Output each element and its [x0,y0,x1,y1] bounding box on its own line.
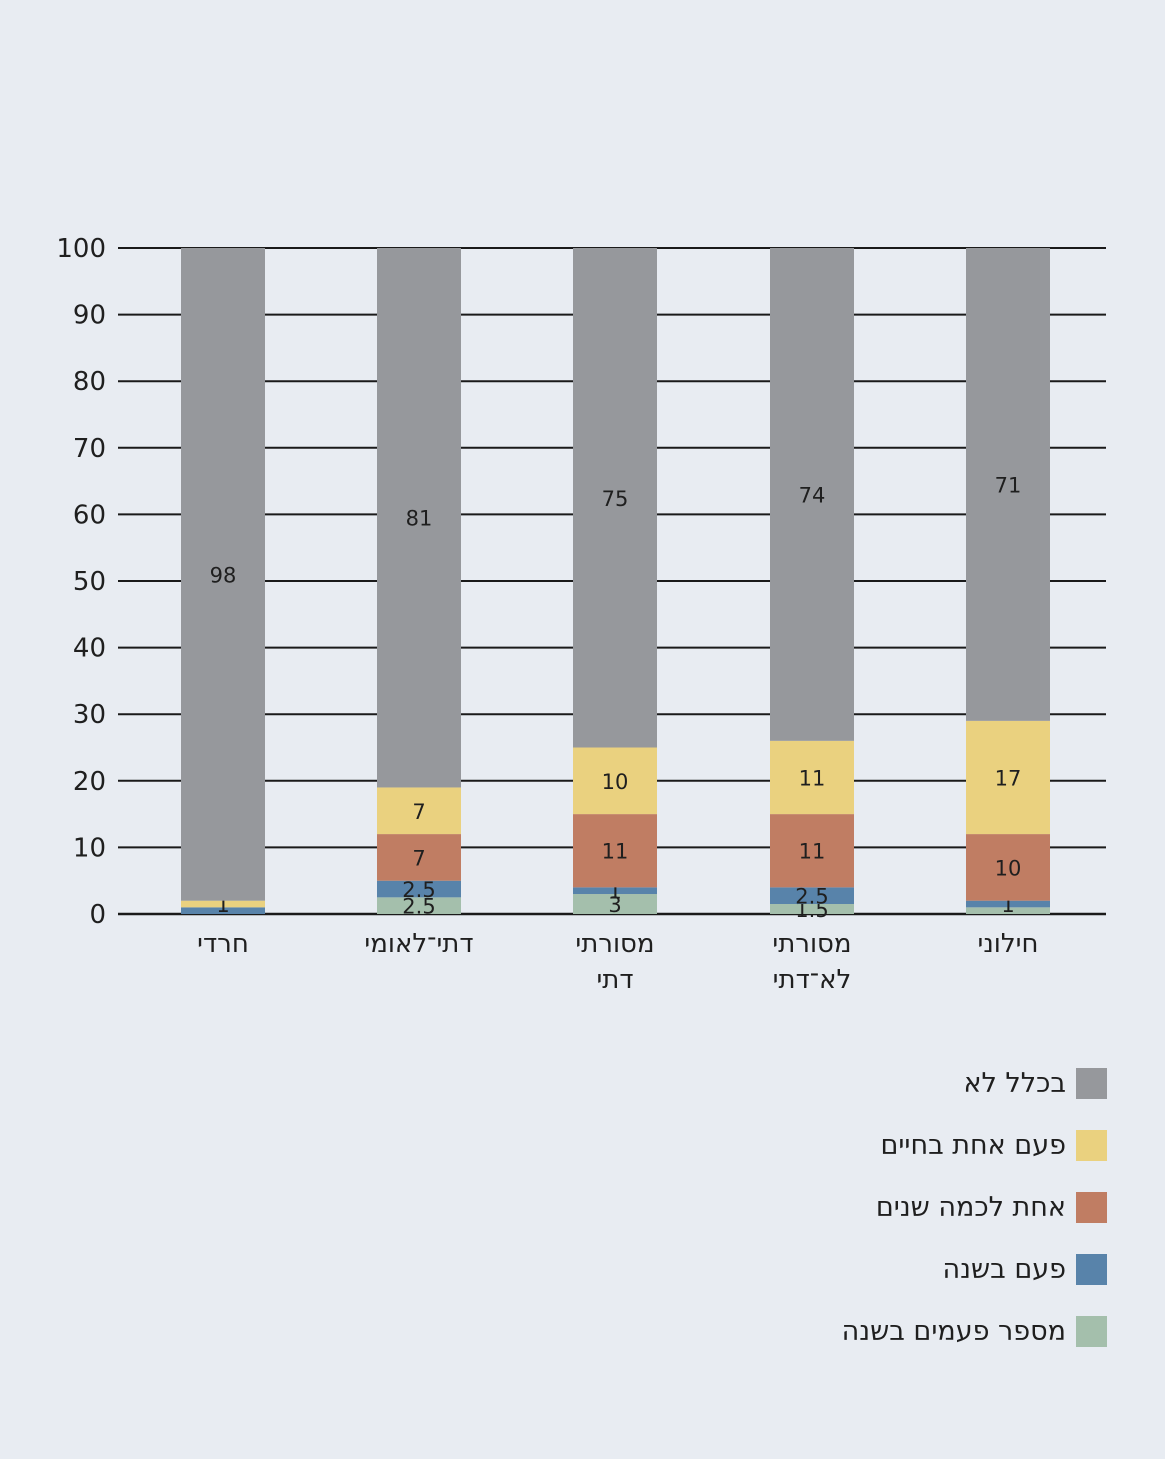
data-label: 17 [995,766,1022,790]
y-tick-label: 30 [73,700,106,730]
y-tick-label: 90 [73,301,106,331]
y-tick-label: 70 [73,434,106,464]
bar-segment [181,248,265,901]
bar-segment [377,248,461,788]
bar-segment [966,834,1050,901]
y-tick-label: 50 [73,567,106,597]
x-tick-label: מסורתי [575,929,654,959]
data-label: 2.5 [795,885,828,909]
y-tick-label: 80 [73,367,106,397]
x-tick-label: חילוני [978,929,1039,959]
y-tick-label: 10 [73,833,106,863]
legend-item: מספר פעמים בשנה [842,1314,1107,1348]
legend-item: פעם בשנה [842,1252,1107,1286]
bar-segment [966,900,1050,908]
legend-swatch [1076,1067,1107,1099]
y-tick-label: 40 [73,634,106,664]
legend-swatch [1076,1315,1107,1347]
legend: בכלל לא פעם אחת בחיים אחת לכמה שנים פעם בשנ… [842,1066,1107,1376]
y-tick-label: 0 [89,900,106,930]
bar-segment [181,900,265,908]
x-tick-label: מסורתי [772,929,851,959]
bar-segment [377,834,461,881]
data-label: 71 [995,473,1022,497]
bar-segment [377,897,461,914]
data-label: 2.5 [402,878,435,902]
data-label: 7 [412,800,425,824]
bar-segment [573,814,657,888]
bar-segment [573,248,657,748]
y-tick-label: 60 [73,500,106,530]
bar-segment [770,248,854,741]
data-label: 75 [602,487,629,511]
data-label: 2.5 [402,895,435,919]
bar-segment [770,887,854,905]
data-label: 11 [602,840,629,864]
legend-item: אחת לכמה שנים [842,1190,1107,1224]
data-label: 11 [799,840,826,864]
x-tick-label: לא־דתי [773,965,852,995]
legend-swatch [1076,1191,1107,1223]
y-tick-label: 20 [73,767,106,797]
legend-label: מספר פעמים בשנה [841,1315,1066,1347]
bar-segment [770,740,854,815]
bar-segment [966,907,1050,914]
bar-segment [377,787,461,835]
y-tick-label: 100 [56,234,106,264]
legend-label: בכלל לא [963,1067,1066,1099]
data-label: 81 [406,507,433,531]
legend-label: פעם בשנה [942,1253,1066,1285]
bar-segment [377,880,461,898]
y-axis: 0 10 20 30 40 50 60 70 80 90 100 [56,234,106,930]
x-axis: חרדי דתי־לאומי מסורתי דתי מסורתי לא־דתי חילוני [197,929,1038,995]
data-label: 74 [799,483,826,507]
bar-segment [966,248,1050,721]
data-label: 10 [995,856,1022,880]
x-tick-label: דתי [596,965,633,995]
legend-item: פעם אחת בחיים [842,1128,1107,1162]
data-label: 98 [210,563,237,587]
legend-item: בכלל לא [842,1066,1107,1100]
legend-label: פעם אחת בחיים [880,1129,1066,1161]
legend-swatch [1076,1253,1107,1285]
bar-segment [573,894,657,914]
bar-segment [181,907,265,914]
data-label: 10 [602,770,629,794]
data-label: 7 [412,846,425,870]
x-tick-label: חרדי [197,929,249,959]
legend-label: אחת לכמה שנים [875,1191,1066,1223]
x-tick-label: דתי־לאומי [364,929,473,959]
bar-segment [573,747,657,815]
data-label: 11 [799,766,826,790]
bar-segment [573,887,657,895]
legend-swatch [1076,1129,1107,1161]
bar-segment [770,814,854,888]
bar-segment [770,904,854,914]
data-label: 3 [608,893,621,917]
bar-segment [966,720,1050,835]
